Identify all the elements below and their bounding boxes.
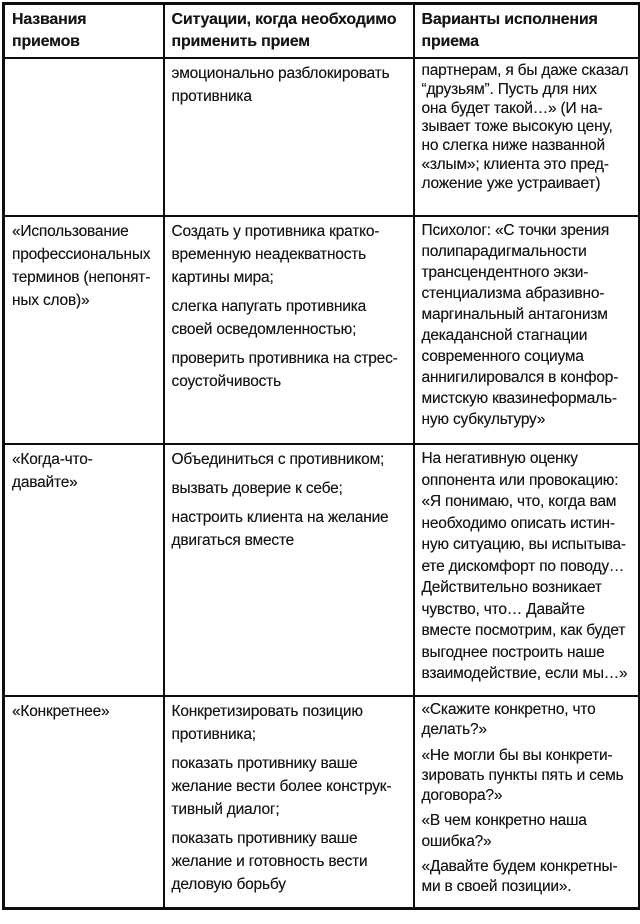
paragraph: показать противнику ваше желание и готов…: [171, 830, 368, 893]
paragraph: «Когда-что- давайте»: [12, 451, 93, 491]
techniques-table: Названия приемов Ситуации, когда необход…: [2, 2, 640, 910]
cell-variants: На негативную оценку оппонента или прово…: [412, 443, 640, 697]
paragraph: слегка напугать противника своей осведом…: [171, 298, 367, 338]
cell-situations: эмоционально разблокировать противника: [162, 57, 415, 217]
paragraph: «Конкретнее»: [12, 703, 110, 720]
table-row: «Конкретнее» Конкретизировать позицию пр…: [2, 694, 640, 910]
cell-technique-name: «Использование профессиональных терминов…: [2, 215, 165, 445]
paragraph: партнерам, я бы даже сказал “друзьям”. П…: [421, 62, 629, 192]
paragraph: Создать у противника кратко- временную н…: [171, 223, 380, 286]
column-header-situations: Ситуации, когда необходимо применить при…: [162, 2, 415, 59]
table-row: «Использование профессиональных терминов…: [2, 215, 640, 445]
table-row: эмоционально разблокировать противника п…: [2, 57, 640, 217]
cell-situations: Конкретизировать позицию противника; пок…: [162, 694, 415, 910]
column-header-variants: Варианты исполнения приема: [412, 2, 640, 59]
paragraph: настроить клиента на желание двигаться в…: [171, 509, 389, 549]
cell-situations: Объединиться с противником; вызвать дове…: [162, 443, 415, 697]
paragraph: проверить противника на стрес- соустойчи…: [171, 350, 398, 390]
cell-variants: партнерам, я бы даже сказал “друзьям”. П…: [412, 57, 640, 217]
table-header-row: Названия приемов Ситуации, когда необход…: [2, 2, 640, 59]
table-row: «Когда-что- давайте» Объединиться с прот…: [2, 443, 640, 697]
cell-technique-name: «Когда-что- давайте»: [2, 443, 165, 697]
paragraph: показать противнику ваше желание вести б…: [171, 755, 392, 818]
cell-variants: «Скажите конкретно, что делать?» «Не мог…: [412, 694, 640, 910]
paragraph: «Не могли бы вы конкрети- зировать пункт…: [421, 746, 624, 805]
cell-variants: Психолог: «С точки зрения полипарадигмал…: [412, 215, 640, 445]
paragraph: Объединиться с противником;: [171, 451, 385, 468]
paragraph: Конкретизировать позицию противника;: [171, 703, 363, 743]
cell-technique-name: «Конкретнее»: [2, 694, 165, 910]
paragraph: «Использование профессиональных терминов…: [12, 223, 151, 309]
paragraph: На негативную оценку оппонента или прово…: [421, 450, 628, 682]
paragraph: эмоционально разблокировать противника: [171, 65, 390, 105]
column-header-names: Названия приемов: [2, 2, 165, 59]
paragraph: «Скажите конкретно, что делать?»: [421, 701, 596, 739]
cell-situations: Создать у противника кратко- временную н…: [162, 215, 415, 445]
paragraph: вызвать доверие к себе;: [171, 480, 343, 497]
paragraph: «Давайте будем конкретны- ми в своей поз…: [421, 858, 618, 896]
cell-technique-name: [2, 57, 165, 217]
paragraph: «В чем конкретно наша ошибка?»: [421, 812, 587, 850]
paragraph: Психолог: «С точки зрения полипарадигмал…: [421, 222, 619, 428]
